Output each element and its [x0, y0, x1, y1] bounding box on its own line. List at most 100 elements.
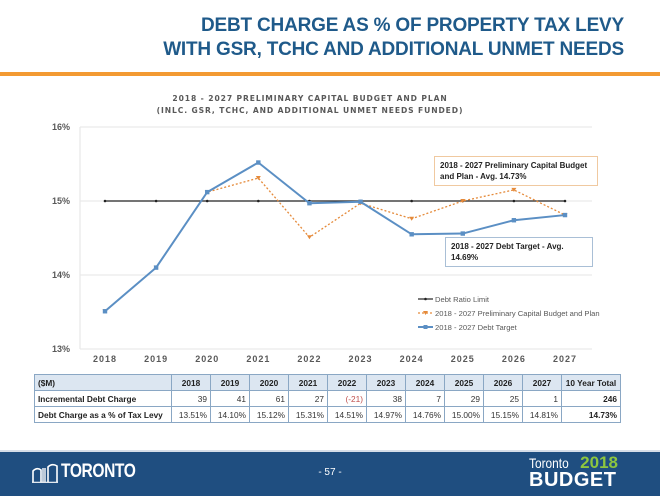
- data-point: [358, 199, 363, 204]
- x-tick-label: 2018: [93, 354, 117, 364]
- legend-label: 2018 - 2027 Preliminary Capital Budget a…: [435, 309, 600, 318]
- legend-label: 2018 - 2027 Debt Target: [435, 323, 518, 332]
- table-year-header: 2024: [405, 374, 445, 391]
- legend-item: 2018 - 2027 Debt Target: [418, 323, 518, 332]
- plan-average-callout: 2018 - 2027 Preliminary Capital Budget a…: [434, 156, 598, 186]
- table-year-header: 2026: [483, 374, 523, 391]
- table-row-label: Incremental Debt Charge: [34, 390, 172, 407]
- data-point: [256, 160, 261, 165]
- y-tick-label: 13%: [52, 344, 70, 354]
- footer-divider: [0, 450, 660, 452]
- table-year-header: 2020: [249, 374, 289, 391]
- x-tick-label: 2023: [349, 354, 373, 364]
- table-cell: 7: [405, 390, 445, 407]
- table-row: Debt Charge as a % of Tax Levy 13.51% 14.1…: [34, 406, 621, 423]
- data-point: [410, 199, 413, 203]
- data-point: [154, 199, 158, 203]
- chart-title: 2018 - 2027 PRELIMINARY CAPITAL BUDGET A…: [120, 93, 500, 117]
- data-point: [512, 199, 516, 203]
- table-row: Incremental Debt Charge 39 41 61 27 (-21) 38 7 2…: [34, 390, 621, 407]
- data-point: [102, 309, 108, 314]
- data-point: [511, 187, 517, 192]
- city-hall-icon: [32, 463, 58, 483]
- title-divider: [0, 72, 660, 76]
- data-point: [257, 199, 260, 203]
- legend-marker: [423, 325, 428, 329]
- data-table: ($M) 2018 2019 2020 2021 2022 2023 2024 2025 2026…: [34, 374, 621, 423]
- table-cell: 15.31%: [288, 406, 328, 423]
- y-tick-label: 15%: [52, 196, 70, 206]
- data-point: [460, 199, 466, 203]
- table-cell: 14.51%: [327, 406, 367, 423]
- series-line: [104, 161, 566, 313]
- table-cell: 14.81%: [522, 406, 562, 423]
- budget-brand: Toronto 2018 BUDGET: [529, 454, 618, 490]
- data-point: [205, 199, 209, 203]
- table-cell: 15.15%: [483, 406, 523, 423]
- series-debt-target: [102, 160, 568, 314]
- table-year-header: 2023: [366, 374, 406, 391]
- toronto-logo: TORONTO: [32, 461, 152, 483]
- y-tick-label: 14%: [52, 270, 70, 280]
- data-point: [103, 199, 107, 203]
- page-number: - 57 -: [318, 467, 342, 478]
- legend-item: 2018 - 2027 Preliminary Capital Budget a…: [418, 309, 600, 318]
- brand-budget: BUDGET: [529, 469, 617, 491]
- data-point: [409, 216, 415, 221]
- legend-marker: [424, 297, 427, 301]
- table-cell: 29: [444, 390, 484, 407]
- table-row-label: Debt Charge as a % of Tax Levy: [34, 406, 172, 423]
- x-tick-label: 2019: [144, 354, 168, 364]
- table-header-row: ($M) 2018 2019 2020 2021 2022 2023 2024 2025 2026…: [34, 374, 621, 391]
- footer-bar: [0, 452, 660, 496]
- table-cell: (-21): [327, 390, 367, 407]
- data-point: [562, 212, 568, 218]
- slide-title: DEBT CHARGE AS % OF PROPERTY TAX LEVY WI…: [163, 14, 624, 62]
- x-tick-label: 2024: [400, 354, 424, 364]
- slide-title-line-1: DEBT CHARGE AS % OF PROPERTY TAX LEVY: [201, 15, 624, 36]
- target-average-callout: 2018 - 2027 Debt Target - Avg. 14.69%: [445, 237, 593, 267]
- legend-item: Debt Ratio Limit: [418, 295, 490, 304]
- table-cell: 14.10%: [210, 406, 250, 423]
- x-tick-label: 2026: [502, 354, 526, 364]
- brand-year: 2018: [580, 453, 618, 472]
- data-point: [511, 218, 517, 223]
- table-cell: 15.00%: [444, 406, 484, 423]
- table-cell: 61: [249, 390, 289, 407]
- brand-city: Toronto: [529, 455, 569, 471]
- table-year-header: 2022: [327, 374, 367, 391]
- slide-title-line-2: WITH GSR, TCHC AND ADDITIONAL UNMET NEED…: [163, 39, 624, 60]
- table-year-header: 2019: [210, 374, 250, 391]
- chart-subtitle: (INLC. GSR, TCHC, AND ADDITIONAL UNMET N…: [156, 106, 464, 115]
- data-point: [460, 231, 465, 236]
- table-unit-header: ($M): [34, 374, 172, 391]
- line-chart: 13% 14% 15% 16% 2018 2019 2020 2021 2022 2023 202…: [52, 122, 600, 364]
- chart-legend: Debt Ratio Limit 2018 - 2027 Preliminary …: [418, 295, 600, 332]
- table-cell: 14.97%: [366, 406, 406, 423]
- table-total-cell: 246: [561, 390, 621, 407]
- data-point: [306, 235, 312, 240]
- table-total-cell: 14.73%: [561, 406, 621, 423]
- table-cell: 14.76%: [405, 406, 445, 423]
- data-point: [153, 265, 159, 270]
- table-cell: 13.51%: [171, 406, 211, 423]
- table-cell: 15.12%: [249, 406, 289, 423]
- x-tick-label: 2025: [451, 354, 475, 364]
- table-cell: 39: [171, 390, 211, 407]
- table-cell: 41: [210, 390, 250, 407]
- logo-text: TORONTO: [61, 461, 136, 482]
- data-point: [205, 189, 210, 195]
- legend-label: Debt Ratio Limit: [435, 295, 490, 304]
- table-year-header: 2025: [444, 374, 484, 391]
- data-point: [563, 199, 567, 203]
- table-year-header: 2018: [171, 374, 211, 391]
- chart-title-line-1: 2018 - 2027 PRELIMINARY CAPITAL BUDGET A…: [172, 94, 448, 103]
- data-point: [255, 176, 261, 181]
- x-tick-label: 2022: [297, 354, 321, 364]
- table-cell: 25: [483, 390, 523, 407]
- data-point: [409, 232, 414, 237]
- table-cell: 27: [288, 390, 328, 407]
- table-year-header: 2021: [288, 374, 328, 391]
- x-tick-label: 2021: [246, 354, 270, 364]
- table-cell: 1: [522, 390, 562, 407]
